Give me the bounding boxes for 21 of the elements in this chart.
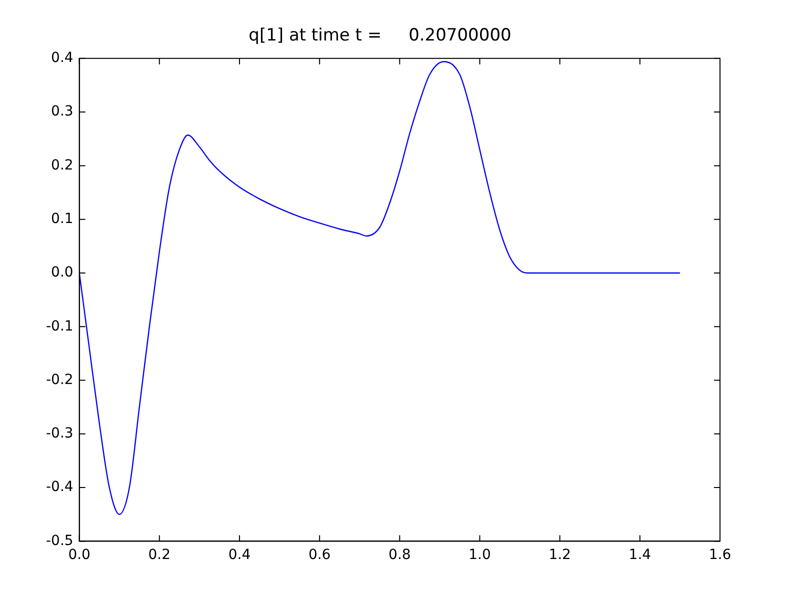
x-tick-label: 0.0 xyxy=(68,547,90,564)
x-tick-label: 0.8 xyxy=(388,547,411,564)
x-tick-label: 0.6 xyxy=(308,547,331,564)
y-tick-label: -0.3 xyxy=(46,426,74,442)
y-tick-label: 0.4 xyxy=(51,50,74,66)
x-tick-label: 1.2 xyxy=(548,547,571,564)
x-tick-label: 1.4 xyxy=(628,547,652,564)
y-tick-label: 0.0 xyxy=(51,264,74,281)
y-tick-label: -0.1 xyxy=(46,318,74,334)
x-tick-label: 1.6 xyxy=(708,547,732,564)
y-tick-label: -0.2 xyxy=(46,372,74,388)
y-tick-label: 0.3 xyxy=(51,104,74,120)
x-tick-label: 0.4 xyxy=(228,547,251,564)
x-tick-label: 1.0 xyxy=(468,547,491,564)
y-tick-label: -0.4 xyxy=(46,479,74,496)
y-tick-label: 0.2 xyxy=(51,157,74,174)
x-tick-label: 0.2 xyxy=(148,547,171,564)
y-tick-label: 0.1 xyxy=(51,210,74,227)
line-series xyxy=(79,61,681,515)
y-tick-label: -0.5 xyxy=(46,532,74,549)
chart-title: q[1] at time t = 0.20700000 xyxy=(248,26,512,46)
